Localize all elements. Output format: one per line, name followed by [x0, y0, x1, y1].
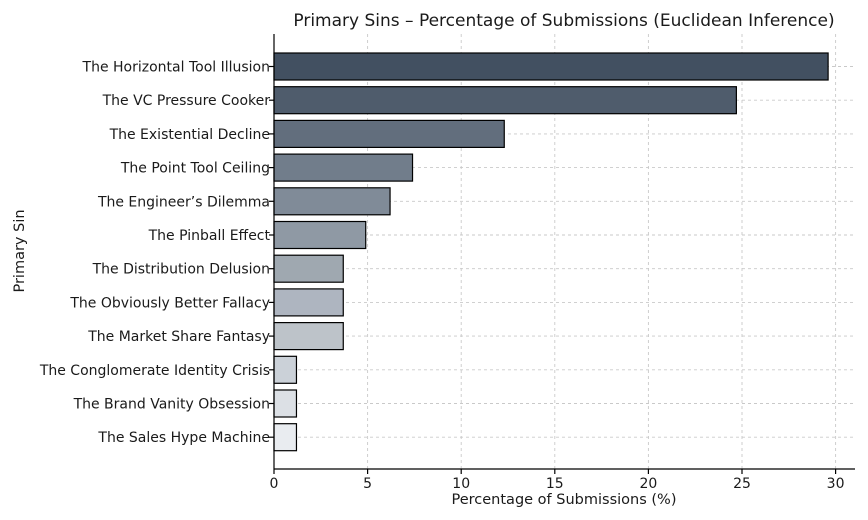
chart-title: Primary Sins – Percentage of Submissions… [293, 11, 834, 31]
bar-1 [273, 86, 737, 115]
x-tick-label-0: 0 [270, 476, 279, 492]
x-tick-label-15: 15 [546, 476, 564, 492]
y-tick-label-7: The Obviously Better Fallacy [69, 295, 270, 311]
x-ticks: 0 5 10 15 20 25 30 [270, 469, 845, 492]
y-tick-label-1: The VC Pressure Cooker [102, 93, 271, 109]
bar-2 [273, 119, 505, 149]
y-tick-label-0: The Horizontal Tool Illusion [82, 60, 270, 76]
x-tick-label-25: 25 [733, 476, 751, 492]
y-tick-label-10: The Brand Vanity Obsession [73, 397, 270, 413]
y-tick-label-8: The Market Share Fantasy [87, 329, 270, 345]
bar-3 [273, 153, 414, 182]
bar-7 [273, 288, 344, 317]
bar-10 [273, 389, 298, 418]
y-tick-label-6: The Distribution Delusion [92, 262, 270, 278]
y-axis-label: Primary Sin [12, 209, 28, 292]
bar-5 [273, 220, 367, 250]
x-tick-label-20: 20 [639, 476, 657, 492]
y-tick-label-4: The Engineer’s Dilemma [97, 194, 270, 210]
bar-0 [273, 52, 829, 81]
x-tick-label-30: 30 [827, 476, 845, 492]
bar-4 [273, 187, 391, 216]
bar-9 [273, 355, 298, 384]
x-tick-label-10: 10 [452, 476, 470, 492]
x-axis-label: Percentage of Submissions (%) [452, 492, 677, 508]
x-tick-label-5: 5 [363, 476, 372, 492]
y-tick-label-11: The Sales Hype Machine [97, 430, 270, 446]
bar-8 [273, 322, 344, 351]
bar-6 [273, 254, 344, 283]
y-tick-label-5: The Pinball Effect [148, 228, 271, 244]
y-tick-label-2: The Existential Decline [109, 127, 270, 143]
bars [273, 52, 829, 452]
axes [273, 34, 855, 470]
bar-11 [273, 423, 298, 452]
y-ticks: The Horizontal Tool Illusion The VC Press… [39, 60, 274, 446]
y-tick-label-9: The Conglomerate Identity Crisis [39, 363, 270, 379]
y-tick-label-3: The Point Tool Ceiling [120, 161, 270, 177]
